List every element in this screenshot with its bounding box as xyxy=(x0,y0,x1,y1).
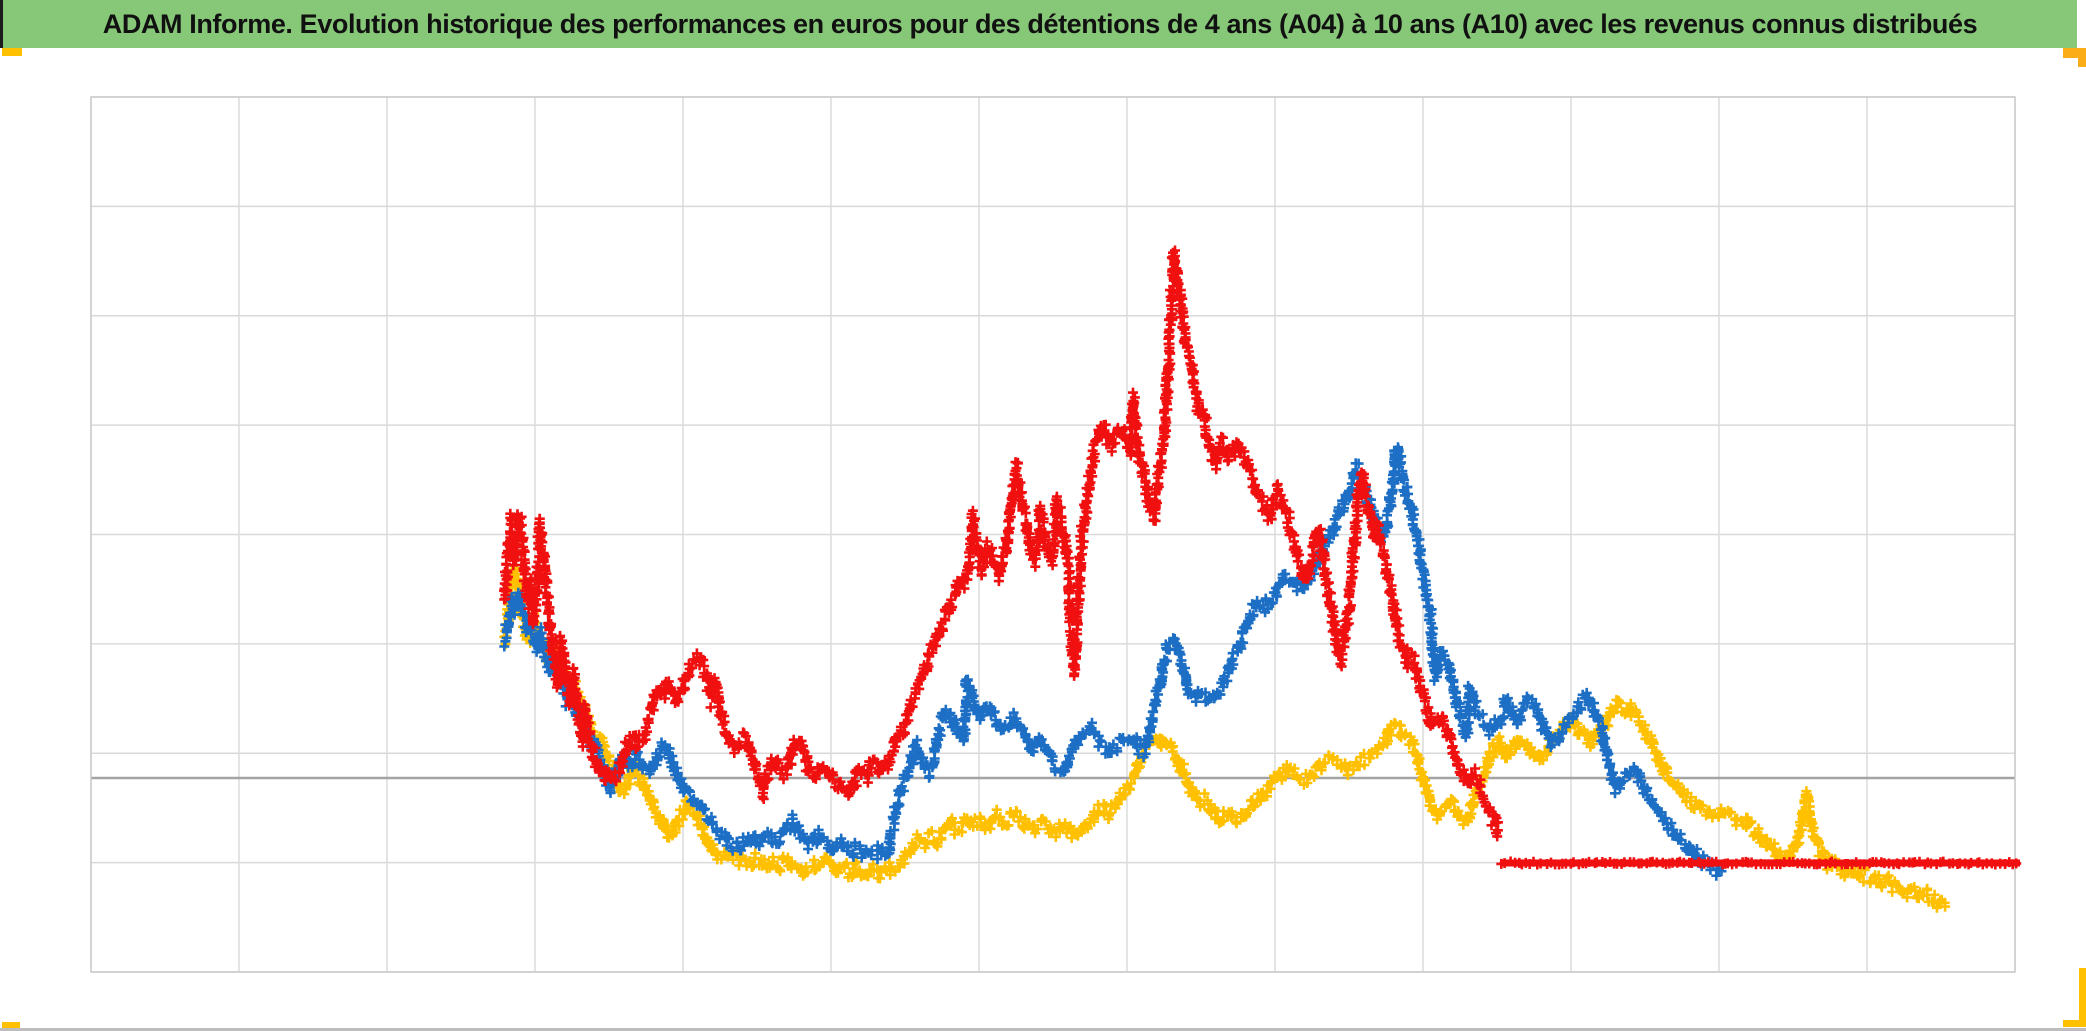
title-bar: ADAM Informe. Evolution historique des p… xyxy=(0,0,2077,48)
accent-mark-bottom-left xyxy=(2,1022,20,1029)
corner-accent-top-right xyxy=(2063,48,2086,67)
accent-mark-top-left xyxy=(2,48,22,56)
corner-accent-bottom-right xyxy=(2063,968,2086,1027)
bottom-divider xyxy=(0,1028,2086,1031)
chart-title: ADAM Informe. Evolution historique des p… xyxy=(102,8,1978,39)
